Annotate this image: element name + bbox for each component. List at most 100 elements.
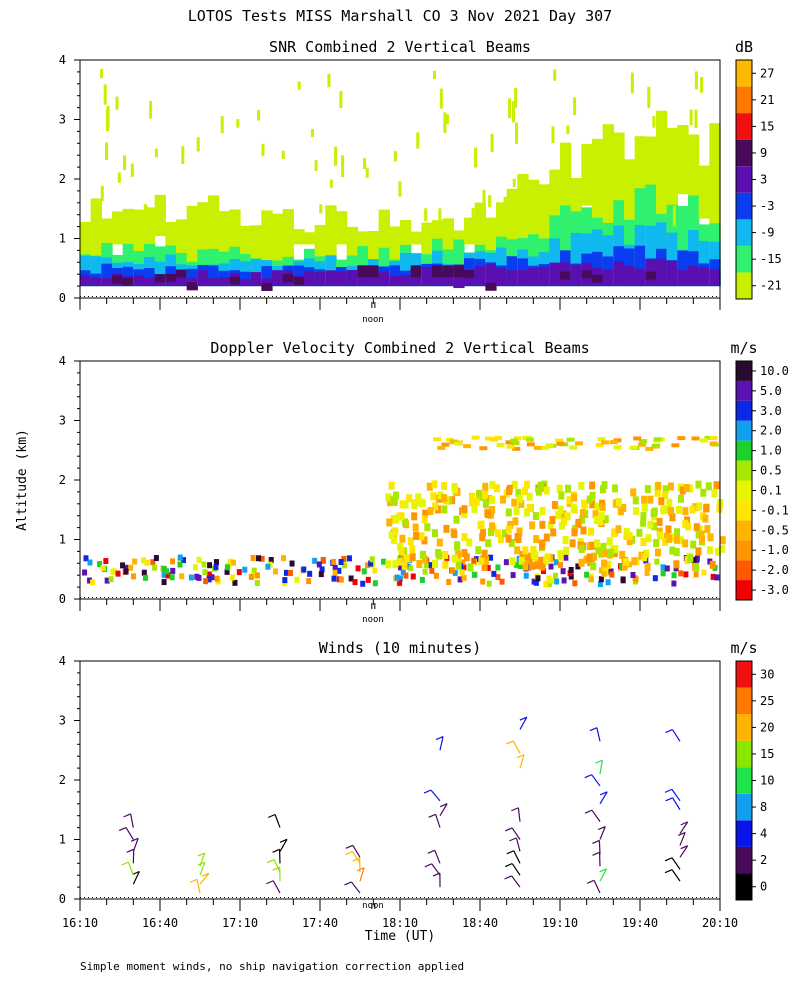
colorbar-swatch bbox=[736, 560, 752, 581]
snr-cell bbox=[261, 266, 273, 287]
colorbar-swatch bbox=[736, 440, 752, 461]
doppler-cell bbox=[539, 520, 546, 529]
wind-barb bbox=[435, 814, 441, 828]
doppler-cell bbox=[558, 491, 565, 500]
doppler-cell bbox=[442, 560, 449, 569]
y-tick-label: 2 bbox=[59, 172, 66, 186]
snr-cell bbox=[101, 277, 113, 287]
doppler-cell bbox=[671, 443, 680, 448]
doppler-cell bbox=[360, 580, 366, 587]
doppler-cell bbox=[547, 521, 554, 530]
doppler-cell bbox=[682, 507, 689, 516]
colorbar-label: 30 bbox=[760, 667, 774, 681]
doppler-cell bbox=[594, 539, 601, 548]
doppler-cell bbox=[650, 508, 657, 517]
doppler-cell bbox=[578, 481, 585, 490]
doppler-cell bbox=[673, 548, 680, 557]
doppler-cell bbox=[579, 509, 586, 518]
doppler-cell bbox=[622, 557, 629, 566]
y-tick-label: 3 bbox=[59, 113, 66, 127]
wind-barb bbox=[439, 803, 448, 817]
doppler-cell bbox=[355, 565, 361, 572]
doppler-cell bbox=[693, 523, 700, 532]
doppler-cell bbox=[455, 561, 462, 570]
doppler-cell bbox=[591, 552, 598, 561]
doppler-cell bbox=[388, 481, 395, 490]
doppler-cell bbox=[594, 502, 601, 511]
snr-cell bbox=[186, 268, 198, 287]
wind-barb-flag bbox=[132, 870, 140, 876]
doppler-cell bbox=[686, 484, 693, 493]
doppler-cell bbox=[207, 562, 213, 569]
doppler-cell bbox=[392, 560, 399, 569]
snr-cell bbox=[645, 225, 657, 287]
doppler-cell bbox=[206, 571, 212, 578]
snr-cell bbox=[560, 271, 572, 280]
colorbar-label: 20 bbox=[760, 720, 774, 734]
snr-cell bbox=[503, 196, 507, 213]
snr-cell bbox=[560, 205, 572, 287]
doppler-cell bbox=[110, 568, 116, 575]
doppler-cell bbox=[666, 534, 673, 543]
snr-cell bbox=[570, 232, 582, 287]
colorbar-swatch bbox=[736, 86, 752, 114]
doppler-cell bbox=[694, 555, 700, 562]
doppler-cell bbox=[320, 557, 326, 564]
doppler-cell bbox=[372, 580, 378, 587]
doppler-cell bbox=[397, 575, 403, 582]
colorbar-label: 0.5 bbox=[760, 464, 782, 478]
snr-cell bbox=[218, 211, 230, 287]
doppler-cell bbox=[654, 487, 661, 496]
doppler-cell bbox=[709, 560, 716, 569]
doppler-cell bbox=[431, 480, 438, 489]
doppler-cell bbox=[441, 482, 448, 491]
doppler-cell bbox=[256, 555, 262, 562]
doppler-cell bbox=[554, 578, 560, 585]
doppler-cell bbox=[164, 568, 170, 575]
wind-barb-flag bbox=[266, 858, 275, 864]
colorbar-label: 25 bbox=[760, 694, 774, 708]
doppler-cell bbox=[655, 481, 662, 490]
doppler-cell bbox=[152, 564, 158, 571]
wind-barb bbox=[274, 814, 281, 828]
snr-cell bbox=[122, 208, 134, 245]
snr-cell bbox=[297, 81, 301, 90]
doppler-cell bbox=[511, 480, 518, 489]
doppler-cell bbox=[479, 533, 486, 542]
doppler-cell bbox=[312, 557, 318, 564]
doppler-cell bbox=[449, 496, 456, 505]
snr-cell bbox=[272, 213, 284, 287]
colorbar-swatch bbox=[736, 580, 752, 600]
doppler-cell bbox=[570, 503, 577, 512]
doppler-cell bbox=[678, 570, 684, 577]
wind-barb bbox=[599, 760, 603, 775]
wind-barb-flag bbox=[427, 849, 436, 854]
wind-barb-flag bbox=[428, 813, 436, 818]
snr-cell bbox=[694, 71, 698, 90]
doppler-cell bbox=[601, 481, 608, 490]
snr-cell bbox=[672, 205, 676, 227]
doppler-cell bbox=[361, 568, 367, 575]
colorbar-label: -21 bbox=[760, 279, 782, 293]
snr-cell bbox=[490, 133, 494, 152]
snr-cell bbox=[281, 150, 285, 160]
snr-cell bbox=[272, 270, 284, 287]
wind-barb bbox=[279, 838, 288, 852]
doppler-cell bbox=[609, 440, 618, 445]
doppler-cell bbox=[525, 552, 532, 561]
wind-barb-flag bbox=[189, 878, 198, 883]
snr-cell bbox=[602, 275, 614, 284]
wind-barb bbox=[672, 797, 681, 811]
wind-barb-flag bbox=[504, 863, 513, 868]
doppler-cell bbox=[536, 487, 543, 496]
doppler-cell bbox=[451, 530, 458, 539]
colorbar-label: 5.0 bbox=[760, 384, 782, 398]
doppler-cell bbox=[87, 559, 93, 566]
colorbar-swatch bbox=[736, 661, 752, 688]
doppler-cell bbox=[495, 574, 501, 581]
doppler-cell bbox=[454, 542, 461, 551]
snr-cell bbox=[115, 96, 119, 110]
doppler-cell bbox=[419, 576, 425, 583]
doppler-cell bbox=[396, 557, 403, 566]
doppler-cell bbox=[307, 570, 313, 577]
